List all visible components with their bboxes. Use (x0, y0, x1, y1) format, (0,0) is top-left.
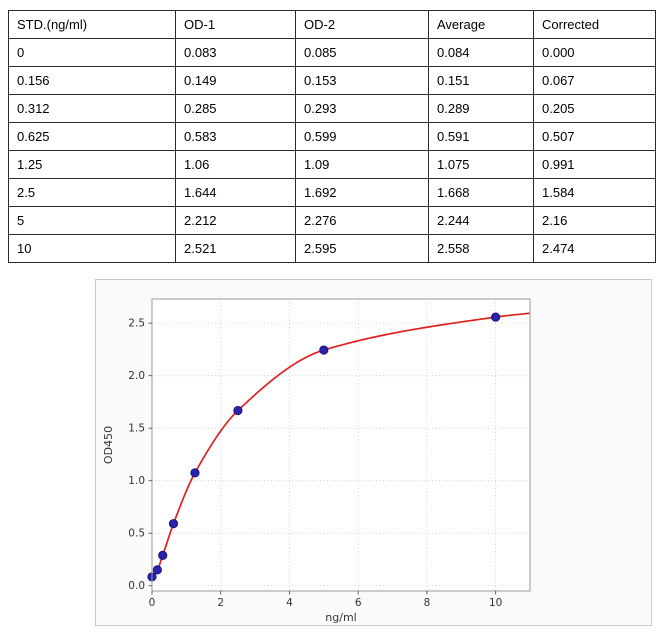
table-cell: 0.583 (175, 122, 296, 151)
standards-table: STD.(ng/ml) OD-1 OD-2 Average Corrected 0 0.0… (8, 10, 656, 263)
table-cell: 0.591 (428, 122, 534, 151)
table-row: 0.156 0.149 0.153 0.151 0.067 (8, 66, 656, 95)
data-point (168, 519, 179, 529)
table-cell: 2.521 (175, 234, 296, 263)
data-point (190, 468, 200, 478)
fit-curve (151, 312, 531, 578)
table-cell: 1.25 (8, 150, 176, 179)
table-row: 5 2.212 2.276 2.244 2.16 (8, 206, 656, 235)
table-cell: 0.083 (175, 38, 296, 67)
table-cell: 1.644 (175, 178, 296, 207)
plot-area (152, 299, 530, 591)
data-point (319, 345, 329, 355)
table-row: 1.25 1.06 1.09 1.075 0.991 (8, 150, 656, 179)
table-cell: 0.156 (8, 66, 176, 95)
table-cell: 0 (8, 38, 176, 67)
table-cell: 0.625 (8, 122, 176, 151)
table-cell: 0.599 (295, 122, 429, 151)
table-cell: 1.09 (295, 150, 429, 179)
table-cell: 0.151 (428, 66, 534, 95)
table-cell: 2.5 (8, 178, 176, 207)
y-tick-label: 0.5 (128, 528, 145, 540)
y-tick-label: 0.0 (128, 580, 145, 592)
table-header-row: STD.(ng/ml) OD-1 OD-2 Average Corrected (8, 10, 656, 39)
table-header-cell: OD-2 (295, 10, 429, 39)
data-point (158, 550, 168, 560)
standard-curve-figure: 0 2 4 6 8 10 0.0 0.5 1.0 1.5 2.0 2.5 ng/ml OD450 (95, 279, 652, 626)
x-tick-label: 6 (355, 597, 362, 609)
table-cell: 0.285 (175, 94, 296, 123)
y-axis-label: OD450 (102, 426, 115, 464)
table-cell: 0.067 (533, 66, 656, 95)
y-tick-label: 1.0 (128, 475, 145, 487)
table-header-cell: Corrected (533, 10, 656, 39)
table-cell: 1.668 (428, 178, 534, 207)
table-cell: 0.205 (533, 94, 656, 123)
x-axis-label: ng/ml (325, 611, 356, 624)
x-tick-label: 4 (286, 597, 293, 609)
x-tick-label: 0 (149, 597, 156, 609)
table-cell: 0.312 (8, 94, 176, 123)
table-cell: 2.595 (295, 234, 429, 263)
table-row: 0 0.083 0.085 0.084 0.000 (8, 38, 656, 67)
table-row: 0.312 0.285 0.293 0.289 0.205 (8, 94, 656, 123)
table-cell: 2.558 (428, 234, 534, 263)
table-cell: 0.507 (533, 122, 656, 151)
x-tick-label: 2 (217, 597, 224, 609)
table-cell: 2.276 (295, 206, 429, 235)
standard-curve-chart: 0 2 4 6 8 10 0.0 0.5 1.0 1.5 2.0 2.5 ng/ml OD450 (102, 298, 531, 624)
x-tick-label: 8 (424, 597, 431, 609)
data-point (233, 405, 243, 416)
table-cell: 2.244 (428, 206, 534, 235)
y-tick-label: 1.5 (128, 423, 145, 435)
table-cell: 0.991 (533, 150, 656, 179)
table-row: 10 2.521 2.595 2.558 2.474 (8, 234, 656, 263)
x-tick-label: 10 (489, 597, 502, 609)
table-cell: 0.153 (295, 66, 429, 95)
table-header-cell: OD-1 (175, 10, 296, 39)
plot-border (151, 298, 531, 592)
data-point (152, 565, 162, 575)
table-cell: 1.692 (295, 178, 429, 207)
table-cell: 2.16 (533, 206, 656, 235)
table-header-cell: STD.(ng/ml) (8, 10, 176, 39)
table-cell: 10 (8, 234, 176, 263)
table-cell: 1.584 (533, 178, 656, 207)
table-cell: 0.085 (295, 38, 429, 67)
table-cell: 0.149 (175, 66, 296, 95)
table-cell: 1.06 (175, 150, 296, 179)
y-tick-label: 2.5 (128, 318, 145, 330)
table-cell: 2.212 (175, 206, 296, 235)
data-point (491, 312, 501, 322)
table-cell: 2.474 (533, 234, 656, 263)
table-cell: 0.084 (428, 38, 534, 67)
table-cell: 0.000 (533, 38, 656, 67)
table-cell: 5 (8, 206, 176, 235)
table-cell: 0.293 (295, 94, 429, 123)
table-cell: 1.075 (428, 150, 534, 179)
table-header-cell: Average (428, 10, 534, 39)
table-row: 0.625 0.583 0.599 0.591 0.507 (8, 122, 656, 151)
y-tick-label: 2.0 (128, 370, 145, 382)
table-row: 2.5 1.644 1.692 1.668 1.584 (8, 178, 656, 207)
table-cell: 0.289 (428, 94, 534, 123)
